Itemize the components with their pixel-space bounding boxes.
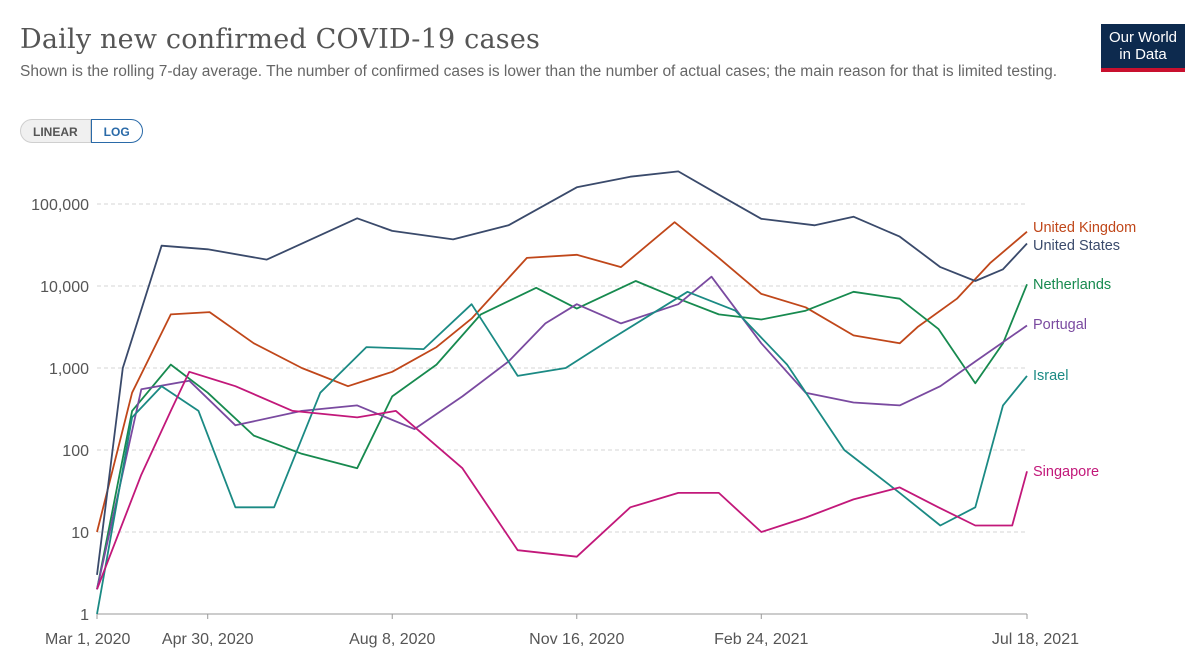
x-tick-label: Mar 1, 2020 [45, 631, 130, 648]
y-tick-label: 10 [71, 525, 89, 542]
log-scale-button[interactable]: LOG [90, 119, 143, 143]
series-line [96, 170, 1028, 576]
series-label: Israel [1033, 368, 1068, 384]
series-label: United States [1033, 238, 1120, 254]
series-line [96, 290, 1028, 615]
logo-line-2: in Data [1119, 46, 1167, 63]
x-tick-label: Nov 16, 2020 [529, 631, 624, 648]
series-line [96, 370, 1028, 590]
series-label: United Kingdom [1033, 220, 1136, 236]
x-tick-label: Aug 8, 2020 [349, 631, 435, 648]
y-tick-label: 1,000 [49, 361, 89, 378]
x-tick-label: Apr 30, 2020 [162, 631, 254, 648]
logo-line-1: Our World [1108, 29, 1178, 46]
series-label: Portugal [1033, 317, 1087, 333]
series-line [96, 221, 1028, 533]
series-line [96, 275, 1028, 590]
chart-title: Daily new confirmed COVID-19 cases [20, 24, 541, 55]
y-tick-label: 10,000 [40, 279, 89, 296]
chart-subtitle: Shown is the rolling 7-day average. The … [20, 63, 1058, 80]
series-label: Netherlands [1033, 277, 1111, 293]
x-tick-label: Jul 18, 2021 [992, 631, 1079, 648]
y-tick-label: 100 [62, 443, 89, 460]
series-line [96, 280, 1028, 590]
y-tick-label: 1 [80, 607, 89, 624]
scale-toggle: LINEAR LOG [20, 119, 143, 143]
owid-logo[interactable]: Our World in Data [1101, 24, 1185, 72]
y-tick-label: 100,000 [31, 197, 89, 214]
series-label: Singapore [1033, 464, 1099, 480]
x-tick-label: Feb 24, 2021 [714, 631, 808, 648]
linear-scale-button[interactable]: LINEAR [20, 119, 91, 143]
